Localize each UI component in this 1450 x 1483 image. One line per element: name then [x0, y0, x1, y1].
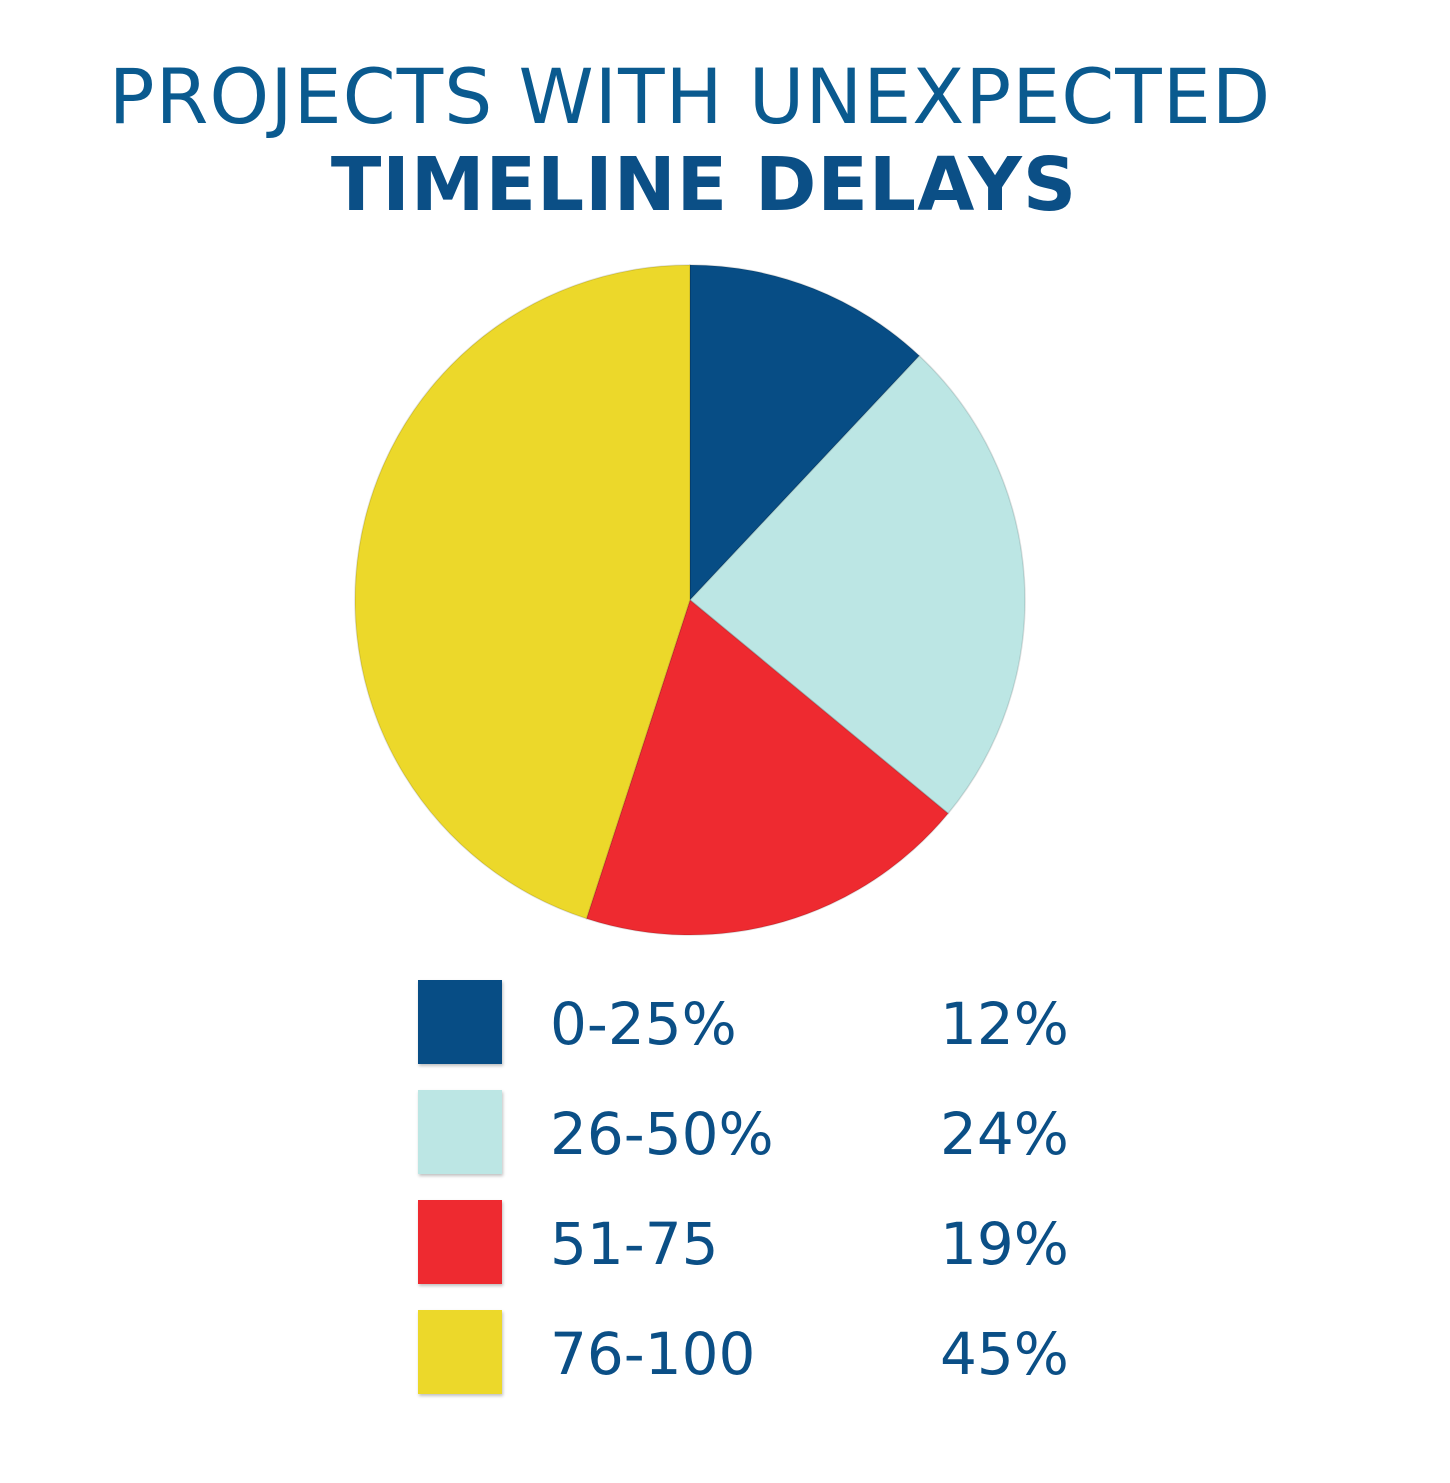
legend-value: 12%: [940, 990, 1069, 1058]
legend-swatch: [418, 980, 502, 1064]
legend-swatch: [418, 1200, 502, 1284]
legend-label: 0-25%: [550, 990, 737, 1058]
pie-slice-76-100: [354, 264, 691, 920]
chart-title-line1: PROJECTS WITH UNEXPECTED: [108, 52, 1272, 141]
pie-chart: [354, 264, 1026, 936]
legend-swatch: [418, 1310, 502, 1394]
pie-slice-51-75: [585, 598, 950, 936]
pie-slice-26-50: [688, 354, 1026, 815]
legend-value: 24%: [940, 1100, 1069, 1168]
legend-label: 51-75: [550, 1210, 719, 1278]
legend-item: 0-25% 12%: [418, 980, 1118, 1064]
legend-swatch: [418, 1090, 502, 1174]
chart-title-line2: TIMELINE DELAYS: [330, 142, 1078, 228]
legend-value: 45%: [940, 1320, 1069, 1388]
legend-item: 26-50% 24%: [418, 1090, 1118, 1174]
legend-item: 76-100 45%: [418, 1310, 1118, 1394]
legend-value: 19%: [940, 1210, 1069, 1278]
legend-label: 76-100: [550, 1320, 756, 1388]
pie-slice-0-25: [689, 264, 921, 602]
legend-item: 51-75 19%: [418, 1200, 1118, 1284]
legend-label: 26-50%: [550, 1100, 774, 1168]
